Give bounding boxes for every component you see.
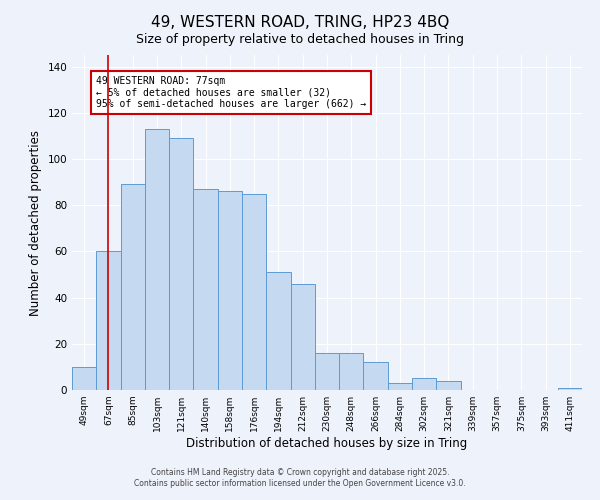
X-axis label: Distribution of detached houses by size in Tring: Distribution of detached houses by size … bbox=[187, 437, 467, 450]
Bar bbox=[558, 388, 582, 390]
Text: Size of property relative to detached houses in Tring: Size of property relative to detached ho… bbox=[136, 32, 464, 46]
Text: Contains HM Land Registry data © Crown copyright and database right 2025.
Contai: Contains HM Land Registry data © Crown c… bbox=[134, 468, 466, 487]
Bar bbox=[339, 353, 364, 390]
Bar bbox=[388, 383, 412, 390]
Bar bbox=[364, 362, 388, 390]
Bar bbox=[72, 367, 96, 390]
Bar bbox=[145, 129, 169, 390]
Bar bbox=[242, 194, 266, 390]
Bar bbox=[218, 192, 242, 390]
Bar bbox=[121, 184, 145, 390]
Bar bbox=[436, 381, 461, 390]
Text: 49 WESTERN ROAD: 77sqm
← 5% of detached houses are smaller (32)
95% of semi-deta: 49 WESTERN ROAD: 77sqm ← 5% of detached … bbox=[96, 76, 367, 109]
Bar bbox=[290, 284, 315, 390]
Bar bbox=[315, 353, 339, 390]
Bar bbox=[412, 378, 436, 390]
Bar bbox=[193, 189, 218, 390]
Bar bbox=[266, 272, 290, 390]
Y-axis label: Number of detached properties: Number of detached properties bbox=[29, 130, 42, 316]
Bar bbox=[169, 138, 193, 390]
Bar bbox=[96, 252, 121, 390]
Text: 49, WESTERN ROAD, TRING, HP23 4BQ: 49, WESTERN ROAD, TRING, HP23 4BQ bbox=[151, 15, 449, 30]
